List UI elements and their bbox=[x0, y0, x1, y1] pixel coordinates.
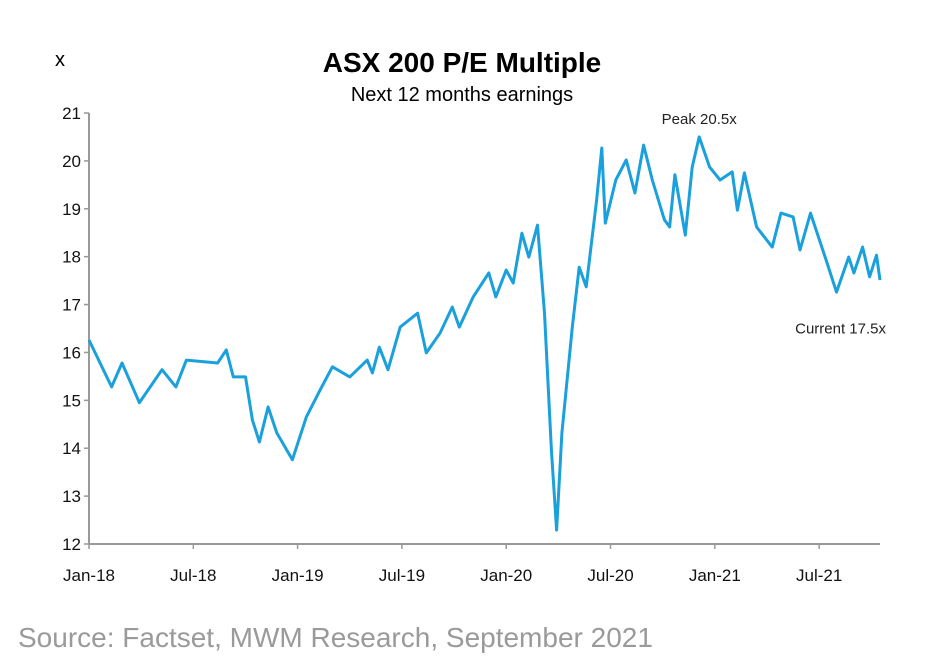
x-tick-label: Jan-18 bbox=[63, 566, 115, 585]
x-tick-label: Jul-21 bbox=[796, 566, 842, 585]
y-tick-label: 19 bbox=[62, 200, 81, 219]
y-unit-label: x bbox=[55, 49, 65, 71]
y-tick-label: 16 bbox=[62, 343, 81, 362]
y-tick-label: 18 bbox=[62, 248, 81, 267]
chart-subtitle: Next 12 months earnings bbox=[351, 84, 573, 106]
x-tick-label: Jul-18 bbox=[170, 566, 216, 585]
x-tick-label: Jul-19 bbox=[379, 566, 425, 585]
y-tick-label: 13 bbox=[62, 487, 81, 506]
peak-annotation: Peak 20.5x bbox=[662, 111, 738, 128]
y-tick-label: 14 bbox=[62, 439, 81, 458]
y-tick-label: 20 bbox=[62, 152, 81, 171]
x-tick-label: Jan-19 bbox=[272, 566, 324, 585]
y-tick-label: 15 bbox=[62, 391, 81, 410]
source-note: Source: Factset, MWM Research, September… bbox=[18, 622, 653, 653]
y-tick-label: 21 bbox=[62, 104, 81, 123]
series-line-pe bbox=[87, 135, 882, 532]
current-annotation: Current 17.5x bbox=[795, 321, 886, 338]
x-tick-label: Jan-20 bbox=[480, 566, 532, 585]
y-tick-label: 17 bbox=[62, 296, 81, 315]
x-tick-label: Jul-20 bbox=[587, 566, 633, 585]
x-tick-label: Jan-21 bbox=[689, 566, 741, 585]
chart-title: ASX 200 P/E Multiple bbox=[323, 47, 602, 78]
y-tick-label: 12 bbox=[62, 535, 81, 554]
